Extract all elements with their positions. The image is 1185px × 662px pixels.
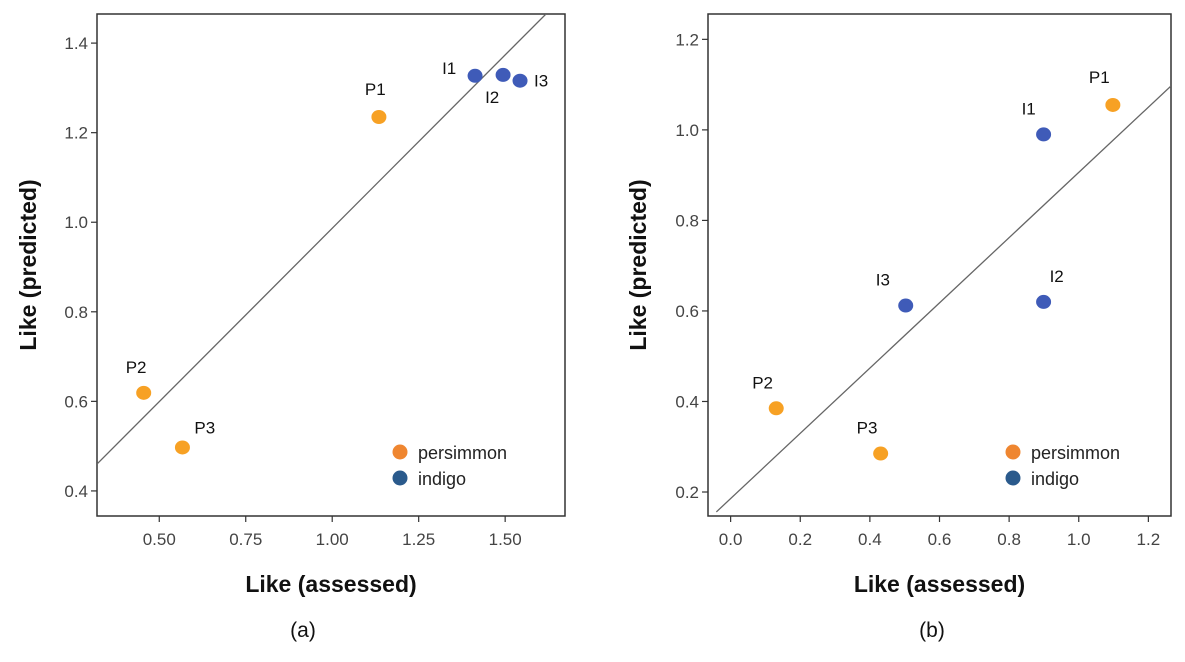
legend-label-persimmon: persimmon — [1031, 443, 1120, 463]
panel-caption: (b) — [919, 619, 945, 642]
legend-marker-indigo — [392, 470, 408, 486]
fit-line — [97, 14, 547, 465]
data-point-i1 — [467, 68, 483, 83]
y-tick-label: 0.4 — [64, 482, 88, 501]
x-tick-label: 0.75 — [229, 530, 262, 549]
data-point-i3 — [898, 298, 914, 313]
data-point-p2 — [136, 385, 152, 400]
y-tick-label: 1.2 — [675, 30, 699, 49]
y-tick-label: 0.2 — [675, 483, 699, 502]
fit-line — [715, 85, 1171, 513]
x-axis-title: Like (assessed) — [854, 571, 1025, 597]
legend-label-indigo: indigo — [418, 469, 466, 489]
data-point-p2 — [768, 401, 784, 416]
x-axis-title: Like (assessed) — [245, 571, 416, 597]
y-tick-label: 1.4 — [64, 34, 88, 53]
point-label: P1 — [365, 80, 386, 99]
point-label: P3 — [194, 418, 215, 437]
legend-label-persimmon: persimmon — [418, 443, 507, 463]
point-label: I3 — [534, 72, 548, 91]
point-label: P3 — [857, 419, 878, 438]
data-point-i2 — [495, 67, 511, 82]
x-tick-label: 0.8 — [997, 530, 1021, 549]
y-tick-label: 1.0 — [64, 213, 88, 232]
panel-caption: (a) — [290, 619, 316, 642]
legend-label-indigo: indigo — [1031, 469, 1079, 489]
x-tick-label: 0.6 — [928, 530, 952, 549]
point-label: I1 — [442, 59, 456, 78]
legend-marker-indigo — [1005, 470, 1021, 486]
y-axis-title: Like (predicted) — [15, 179, 41, 350]
point-label: I3 — [876, 271, 890, 290]
x-tick-label: 1.0 — [1067, 530, 1091, 549]
x-tick-label: 0.4 — [858, 530, 882, 549]
y-tick-label: 1.2 — [64, 124, 88, 143]
y-axis-title: Like (predicted) — [625, 179, 651, 350]
plot-frame — [96, 13, 566, 517]
y-tick-label: 0.8 — [64, 303, 88, 322]
point-label: P2 — [126, 358, 147, 377]
y-tick-label: 0.4 — [675, 392, 699, 411]
y-tick-label: 0.6 — [64, 392, 88, 411]
x-tick-label: 1.00 — [316, 530, 349, 549]
chart-panel-a: 0.50 0.75 1.00 1.25 1.50 0.4 0.6 0.8 1.0 1.2 1.4 P1… — [15, 13, 566, 642]
data-point-i3 — [512, 73, 528, 88]
x-tick-label: 1.25 — [402, 530, 435, 549]
data-point-i1 — [1036, 127, 1052, 142]
x-tick-label: 0.0 — [719, 530, 743, 549]
x-tick-label: 1.50 — [489, 530, 522, 549]
point-label: P1 — [1089, 68, 1110, 87]
plot-frame — [707, 13, 1172, 517]
data-point-i2 — [1036, 294, 1052, 309]
legend-marker-persimmon — [1005, 444, 1021, 460]
point-label: I1 — [1022, 99, 1036, 118]
x-tick-label: 0.50 — [143, 530, 176, 549]
y-tick-label: 1.0 — [675, 121, 699, 140]
point-label: I2 — [1050, 267, 1064, 286]
data-point-p1 — [1105, 97, 1121, 112]
data-point-p3 — [873, 446, 889, 461]
x-tick-label: 1.2 — [1137, 530, 1161, 549]
point-label: I2 — [485, 88, 499, 107]
y-tick-label: 0.6 — [675, 302, 699, 321]
data-point-p3 — [174, 440, 190, 455]
y-tick-label: 0.8 — [675, 211, 699, 230]
point-label: P2 — [752, 373, 773, 392]
x-tick-label: 0.2 — [788, 530, 812, 549]
data-point-p1 — [371, 109, 387, 124]
legend-marker-persimmon — [392, 444, 408, 460]
chart-panel-b: 0.0 0.2 0.4 0.6 0.8 1.0 1.2 0.2 0.4 0.6 0.8 1.0 1.2 P… — [625, 13, 1172, 642]
